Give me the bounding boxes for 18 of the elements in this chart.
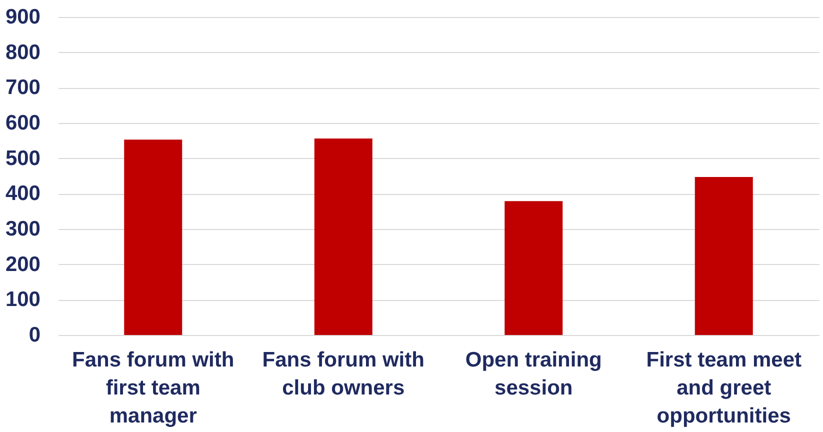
y-tick-label: 500 — [5, 146, 40, 170]
bar — [314, 138, 372, 335]
y-tick-label: 400 — [5, 182, 40, 206]
bar — [124, 140, 182, 335]
x-tick-label: Fans forum with club owners — [262, 348, 424, 400]
x-tick-label: Open training session — [465, 348, 602, 400]
bar — [694, 177, 753, 335]
x-tick-label: Fans forum with first team manager — [72, 348, 234, 428]
y-tick-label: 600 — [5, 112, 40, 134]
y-tick-label: 300 — [5, 218, 40, 240]
y-tick-label: 700 — [5, 76, 40, 100]
y-tick-label: 900 — [5, 6, 40, 28]
bar — [504, 201, 563, 335]
y-tick-label: 0 — [28, 324, 40, 346]
y-tick-label: 200 — [5, 252, 40, 276]
x-tick-label: First team meet and greet opportunities — [646, 348, 802, 428]
y-tick-label: 100 — [5, 288, 40, 312]
y-tick-label: 800 — [5, 40, 40, 64]
